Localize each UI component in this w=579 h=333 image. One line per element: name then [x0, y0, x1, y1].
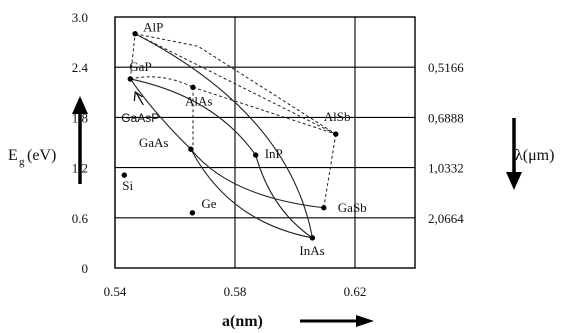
- y-tick-label: 0.6: [72, 211, 89, 226]
- label-inp: InP: [265, 146, 283, 161]
- wavelength-tick-label: 0,6888: [428, 110, 464, 125]
- lattice-arrow-icon: [300, 315, 374, 327]
- label-gaas: GaAs: [139, 135, 169, 150]
- curve-gaas-inas: [191, 149, 313, 238]
- wavelength-tick-label: 2,0664: [428, 211, 464, 226]
- label-alp: AlP: [143, 20, 163, 35]
- y-axis-title: E g (eV): [8, 147, 56, 168]
- label-alsb: AlSb: [324, 109, 351, 124]
- point-inp: [253, 152, 258, 157]
- x-axis-title: a(nm): [222, 313, 263, 330]
- point-inas: [310, 235, 315, 240]
- label-alas: AlAs: [185, 93, 212, 108]
- y-axis-title-unit: (eV): [27, 147, 56, 164]
- x-tick-label: 0.54: [104, 284, 127, 299]
- point-gaas: [188, 146, 193, 151]
- x-tick-label: 0.58: [224, 284, 247, 299]
- right-axis-title: λ(μm): [515, 147, 554, 164]
- curve-alas-alsb: [193, 87, 336, 134]
- curve-gap-alas: [130, 77, 193, 87]
- point-gasb: [321, 205, 326, 210]
- y-tick-label: 3.0: [72, 10, 88, 25]
- point-alp: [132, 31, 137, 36]
- wavelength-tick-label: 1,0332: [428, 161, 464, 176]
- curve-alsb-gasb: [324, 134, 336, 208]
- wavelength-tick-label: 0,5166: [428, 60, 464, 75]
- label-ge: Ge: [201, 196, 216, 211]
- label-gap: GaP: [129, 59, 151, 74]
- label-si: Si: [122, 178, 133, 193]
- label-gasb: GaSb: [338, 200, 367, 215]
- x-tick-label: 0.62: [344, 284, 367, 299]
- label-gaasp: GaAsP: [121, 111, 159, 125]
- y-axis-title-subscript: g: [19, 156, 25, 168]
- point-alas: [190, 85, 195, 90]
- y-axis-title-main: E: [8, 147, 18, 164]
- label-inas: InAs: [299, 243, 324, 258]
- point-ge: [190, 210, 195, 215]
- point-gap: [128, 76, 133, 81]
- data-points: AlP GaP AlAs AlSb InP GaAs Si Ge GaSb InAs GaAsP: [121, 20, 366, 258]
- y-tick-label: 2.4: [72, 60, 89, 75]
- y-tick-label: 0: [82, 261, 89, 276]
- point-si: [122, 172, 127, 177]
- point-alsb: [333, 131, 338, 136]
